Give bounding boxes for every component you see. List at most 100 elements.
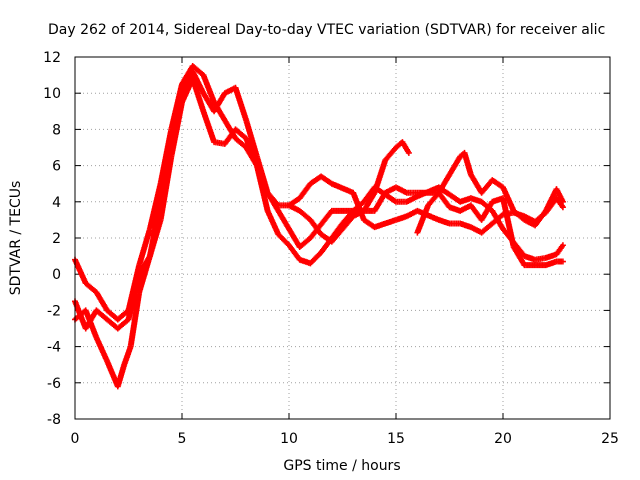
y-tick-label: 12 xyxy=(43,50,61,66)
series-segment xyxy=(72,258,89,285)
y-tick-label: -4 xyxy=(47,340,61,356)
series-segment xyxy=(222,127,238,146)
series-segment xyxy=(136,254,153,294)
series-segment xyxy=(468,203,484,222)
x-tick-label: 15 xyxy=(387,431,405,447)
chart-title: Day 262 of 2014, Sidereal Day-to-day VTE… xyxy=(48,22,605,38)
y-tick-label: -2 xyxy=(47,303,61,319)
series-segment xyxy=(147,218,164,258)
series-segment xyxy=(265,209,281,236)
series-segment xyxy=(94,308,109,322)
series-segment xyxy=(116,308,131,322)
series-segment xyxy=(136,227,153,267)
series-segment xyxy=(523,262,548,269)
x-tick-label: 25 xyxy=(601,431,619,447)
series-segment xyxy=(468,173,484,195)
series-segment xyxy=(512,208,527,222)
series-segment xyxy=(490,209,506,231)
y-tick-label: -8 xyxy=(47,412,61,428)
series-segment xyxy=(414,203,431,235)
x-tick-label: 20 xyxy=(494,431,512,447)
series-segment xyxy=(298,236,313,249)
series-segment xyxy=(308,218,324,237)
series-segment xyxy=(426,191,441,208)
series-segment xyxy=(372,191,388,213)
series-segment xyxy=(121,345,134,367)
data-point xyxy=(405,149,412,156)
series-track-5 xyxy=(414,149,566,236)
series-segment xyxy=(243,136,260,168)
series-segment xyxy=(83,308,99,340)
series-segment xyxy=(265,191,281,213)
series-segment xyxy=(383,145,398,162)
y-tick-label: 4 xyxy=(52,195,61,211)
series-track-2 xyxy=(72,68,566,332)
series-segment xyxy=(200,109,217,144)
y-tick-label: 0 xyxy=(52,267,61,283)
x-tick-label: 10 xyxy=(280,431,298,447)
series-segment xyxy=(458,151,467,159)
series-segment xyxy=(190,69,206,95)
series-segment xyxy=(543,187,559,213)
series-segment xyxy=(115,363,127,388)
data-point xyxy=(559,198,566,205)
series-segment xyxy=(329,227,345,244)
series-segment xyxy=(286,243,302,262)
series-segment xyxy=(233,136,248,150)
series-segment xyxy=(554,187,566,204)
series-segment xyxy=(308,250,323,266)
series-segment xyxy=(191,64,206,77)
series-segment xyxy=(297,182,313,200)
series-track-1 xyxy=(72,63,566,323)
series-segment xyxy=(157,155,175,222)
series-segment xyxy=(555,258,565,265)
series-segment xyxy=(511,245,527,267)
data-point xyxy=(559,258,566,265)
series-segment xyxy=(201,91,217,113)
x-tick-label: 5 xyxy=(178,431,187,447)
series-segment xyxy=(554,196,565,209)
series-segment xyxy=(373,217,398,230)
series-segment xyxy=(330,207,355,214)
series-segment xyxy=(447,154,463,177)
series-segment xyxy=(190,77,206,113)
series-segment xyxy=(84,281,99,295)
series-segment xyxy=(125,272,142,321)
series-segment xyxy=(436,173,452,195)
y-axis-label: SDTVAR / TECUs xyxy=(8,181,24,296)
series-segment xyxy=(276,232,291,248)
series-segment xyxy=(168,100,185,158)
series-segment xyxy=(127,290,142,349)
series-segment xyxy=(372,158,388,195)
series-segment xyxy=(243,118,260,158)
series-segment xyxy=(211,91,227,113)
series-segment xyxy=(200,73,217,104)
series-segment xyxy=(416,189,441,196)
y-tick-label: -6 xyxy=(47,376,61,392)
series-layer xyxy=(72,63,566,390)
ticks: 0 5 10 15 20 25 -8 -6 -4 -2 0 2 4 6 8 10 12 xyxy=(43,50,619,447)
series-segment xyxy=(340,214,356,231)
y-tick-label: 2 xyxy=(52,231,61,247)
series-segment xyxy=(286,227,302,249)
plot-frame xyxy=(74,56,611,420)
series-segment xyxy=(233,127,248,141)
series-segment xyxy=(490,177,505,190)
series-segment xyxy=(233,86,249,122)
y-tick-label: 6 xyxy=(52,159,61,175)
series-segment xyxy=(361,191,377,213)
series-segment xyxy=(254,164,271,213)
series-segment xyxy=(461,151,474,177)
x-tick-label: 0 xyxy=(71,431,80,447)
series-segment xyxy=(479,200,495,222)
series-segment xyxy=(319,174,334,186)
series-segment xyxy=(329,221,345,240)
y-tick-label: 8 xyxy=(52,122,61,138)
series-segment xyxy=(340,209,356,226)
series-track-3 xyxy=(72,75,566,390)
series-segment xyxy=(94,290,110,313)
series-segment xyxy=(330,181,355,196)
series-segment xyxy=(400,140,411,155)
data-point xyxy=(559,242,566,249)
